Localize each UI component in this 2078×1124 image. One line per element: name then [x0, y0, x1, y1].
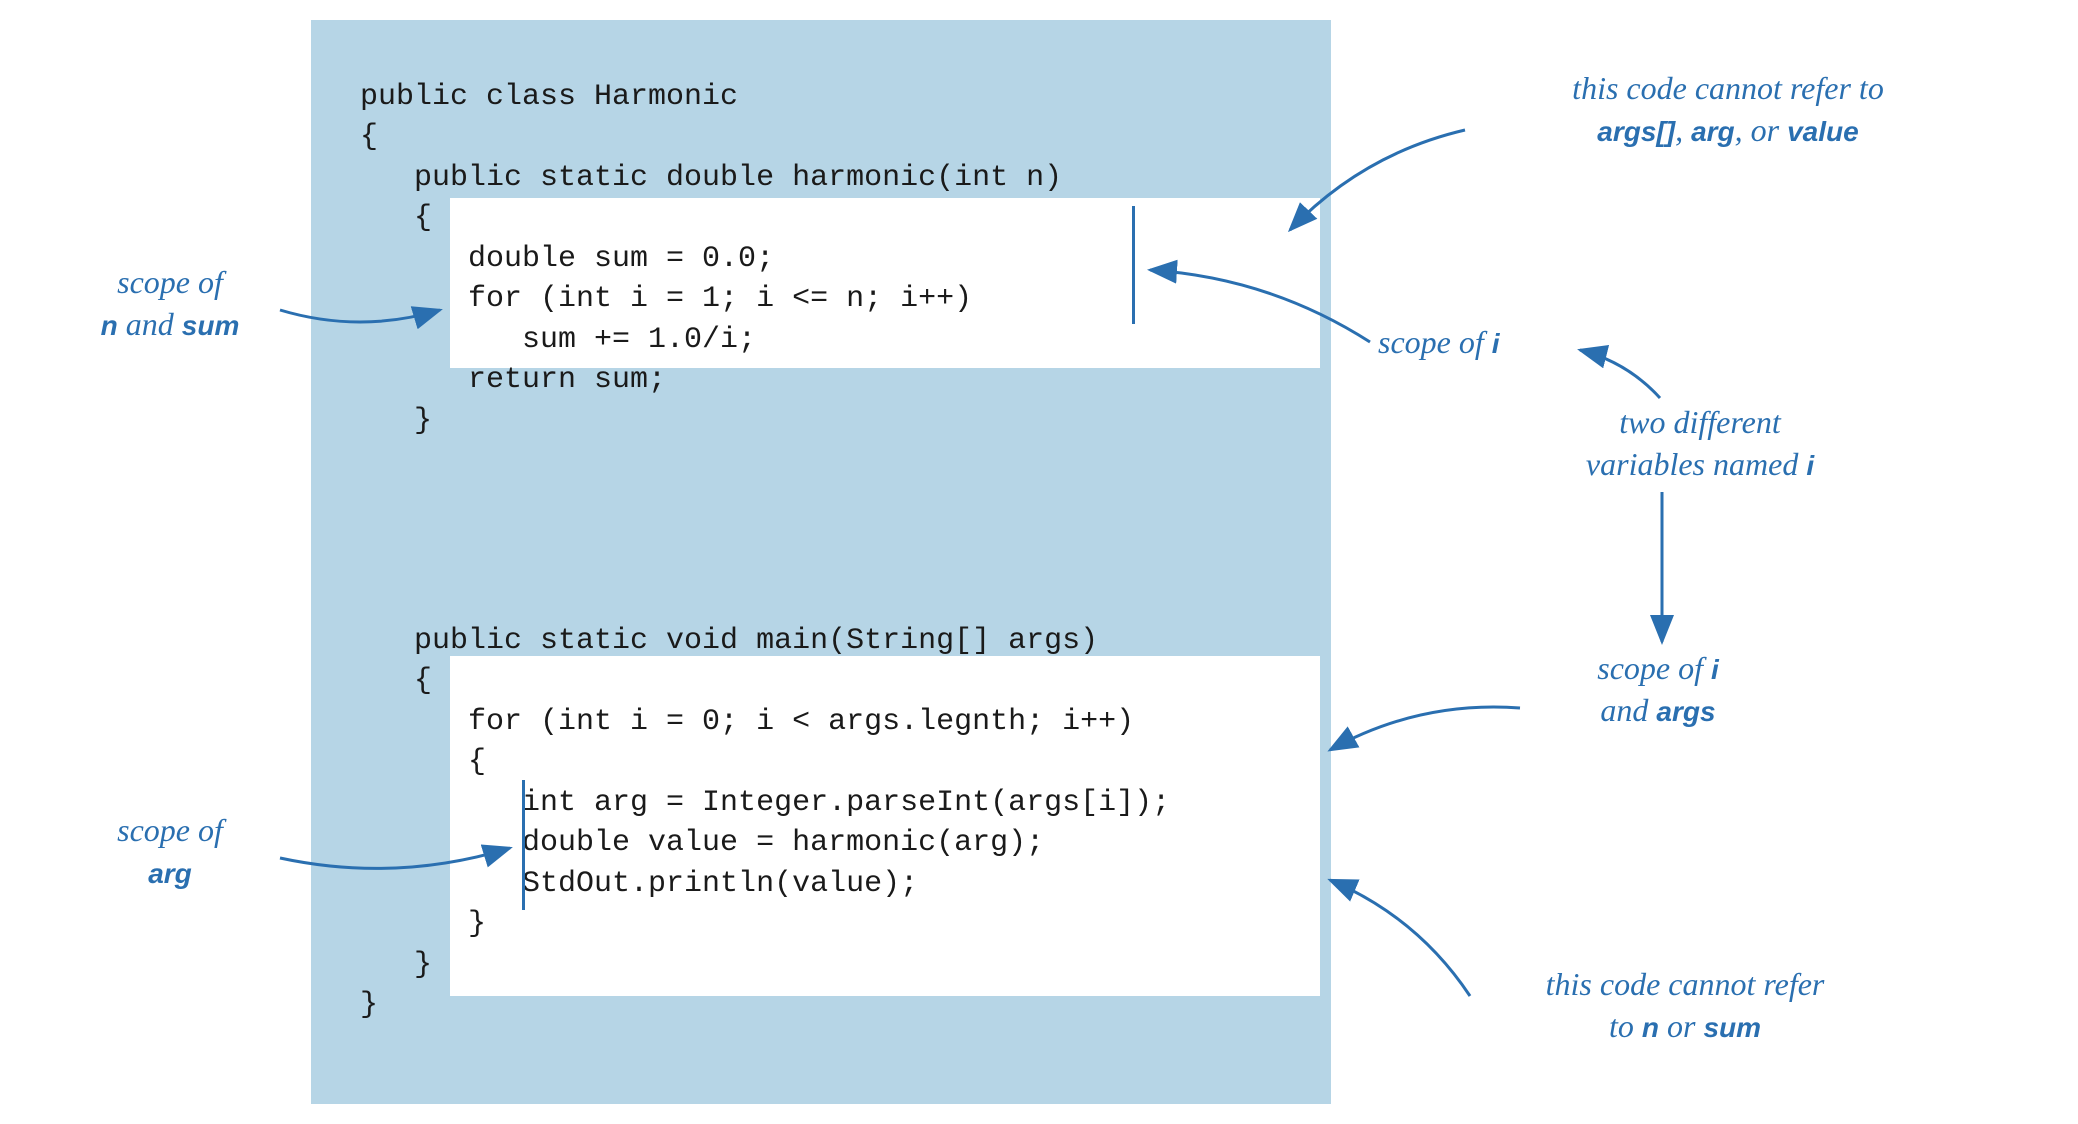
code-line-3: public static double harmonic(int n) [360, 161, 1062, 195]
label-scope-arg: scope of arg [80, 810, 260, 893]
label-cannot-bot-l1: this code cannot refer [1546, 966, 1825, 1002]
label-scope-i-args-args: args [1656, 696, 1715, 727]
label-scope-n-sum-and: and [118, 306, 182, 342]
label-cannot-top-c1: , [1675, 112, 1691, 148]
code-line-15: double value = harmonic(arg); [360, 826, 1044, 860]
code-line-12: for (int i = 0; i < args.legnth; i++) [360, 705, 1134, 739]
code-line-2: { [360, 120, 378, 154]
code-line-5: double sum = 0.0; [360, 242, 774, 276]
arrow-cannot-bot [1330, 880, 1470, 996]
code-line-10: public static void main(String[] args) [360, 624, 1098, 658]
code-block-1: public class Harmonic { public static do… [360, 36, 1062, 441]
scope-bar-i-top [1132, 206, 1135, 324]
label-scope-n-sum-sum: sum [182, 310, 240, 341]
label-cannot-top-args: args[] [1597, 116, 1675, 147]
label-two-diff-l2: variables named [1586, 446, 1806, 482]
code-line-17: } [360, 907, 486, 941]
arrow-two-diff-up [1580, 350, 1660, 398]
label-scope-n-sum: scope of n and sum [70, 262, 270, 345]
code-line-16: StdOut.println(value); [360, 867, 918, 901]
label-scope-i-args: scope of i and args [1528, 648, 1788, 731]
label-cannot-top-l1: this code cannot refer to [1572, 70, 1884, 106]
label-scope-n-sum-l1: scope of [117, 264, 223, 300]
label-scope-n-sum-n: n [101, 310, 118, 341]
label-cannot-bot-to: to [1609, 1008, 1642, 1044]
code-line-7: sum += 1.0/i; [360, 323, 756, 357]
code-line-6: for (int i = 1; i <= n; i++) [360, 282, 972, 316]
code-line-9: } [360, 404, 432, 438]
label-scope-i-args-l2: and [1600, 692, 1656, 728]
code-line-18: } [360, 948, 432, 982]
code-line-14: int arg = Integer.parseInt(args[i]); [360, 786, 1170, 820]
label-scope-arg-l1: scope of [117, 812, 223, 848]
label-cannot-top-value: value [1787, 116, 1859, 147]
scope-bar-arg [522, 780, 525, 910]
code-line-11: { [360, 664, 432, 698]
label-scope-i-top-t: scope of [1378, 324, 1492, 360]
label-scope-i-top-i: i [1492, 328, 1500, 359]
label-scope-i-top: scope of i [1378, 322, 1500, 364]
label-cannot-top-arg: arg [1691, 116, 1735, 147]
label-two-diff: two different variables named i [1520, 402, 1880, 485]
code-line-8: return sum; [360, 363, 666, 397]
diagram-container: public class Harmonic { public static do… [20, 20, 2058, 1104]
code-line-4: { [360, 201, 432, 235]
code-block-2: public static void main(String[] args) {… [360, 580, 1170, 1026]
code-line-19: } [360, 988, 378, 1022]
code-line-13: { [360, 745, 486, 779]
label-two-diff-i: i [1806, 450, 1814, 481]
label-scope-i-args-i: i [1711, 654, 1719, 685]
label-cannot-refer-bot: this code cannot refer to n or sum [1475, 964, 1895, 1047]
arrow-scope-i-args [1330, 707, 1520, 750]
label-cannot-bot-or: or [1659, 1008, 1703, 1044]
code-line-1: public class Harmonic [360, 80, 738, 114]
label-cannot-refer-top: this code cannot refer to args[], arg, o… [1468, 68, 1988, 151]
label-cannot-bot-n: n [1642, 1012, 1659, 1043]
label-scope-arg-arg: arg [148, 858, 192, 889]
label-cannot-bot-sum: sum [1703, 1012, 1761, 1043]
label-cannot-top-or: , or [1735, 112, 1787, 148]
label-two-diff-l1: two different [1619, 404, 1780, 440]
label-scope-i-args-l1: scope of [1597, 650, 1711, 686]
